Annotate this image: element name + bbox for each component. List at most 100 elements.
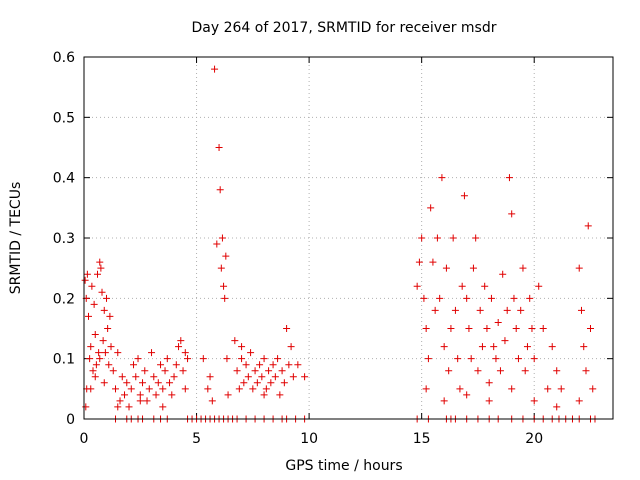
- data-point: [136, 397, 144, 405]
- data-point: [512, 325, 520, 332]
- data-point: [235, 385, 243, 393]
- data-point: [168, 391, 176, 399]
- data-point: [154, 379, 162, 387]
- data-point: [114, 403, 122, 411]
- data-point: [523, 343, 531, 351]
- data-point: [580, 343, 588, 351]
- data-point: [582, 367, 590, 375]
- data-point: [285, 361, 293, 369]
- data-point: [208, 397, 216, 405]
- data-point: [163, 355, 171, 363]
- data-point: [526, 294, 534, 302]
- data-point: [530, 355, 538, 363]
- data-point: [289, 373, 297, 381]
- data-point: [508, 385, 516, 393]
- data-point: [121, 391, 129, 399]
- data-point: [483, 325, 491, 332]
- x-tick-label: 10: [300, 431, 318, 447]
- x-tick-label: 20: [525, 431, 543, 447]
- data-point: [123, 379, 131, 387]
- data-point: [415, 258, 423, 266]
- data-point: [211, 65, 219, 73]
- data-point: [118, 373, 126, 381]
- data-point: [271, 373, 279, 381]
- data-point: [81, 276, 89, 284]
- data-point: [440, 343, 448, 351]
- data-point: [213, 240, 221, 248]
- data-point: [127, 385, 135, 393]
- data-point: [224, 391, 232, 399]
- data-point: [260, 391, 268, 399]
- data-point: [249, 385, 257, 393]
- plot-frame: [83, 56, 614, 420]
- data-point: [90, 300, 98, 308]
- data-point: [521, 367, 529, 375]
- data-point: [105, 361, 113, 369]
- data-point: [458, 282, 466, 290]
- data-point: [101, 349, 109, 357]
- chart-title: Day 264 of 2017, SRMTID for receiver msd…: [192, 20, 497, 36]
- data-point: [103, 294, 111, 302]
- data-point: [487, 294, 495, 302]
- data-point: [244, 373, 252, 381]
- data-point: [238, 343, 246, 351]
- data-point: [420, 294, 428, 302]
- data-point: [465, 325, 473, 332]
- data-point: [472, 234, 480, 242]
- data-point: [519, 264, 527, 272]
- data-point: [501, 337, 509, 345]
- data-point: [269, 361, 277, 369]
- data-point: [276, 391, 284, 399]
- data-point: [418, 234, 426, 242]
- data-point: [589, 385, 597, 393]
- data-point: [216, 186, 224, 194]
- data-point: [283, 325, 291, 332]
- data-point: [177, 337, 185, 345]
- gridlines: [84, 57, 613, 419]
- data-point: [92, 361, 100, 369]
- data-point: [96, 258, 104, 266]
- data-point: [100, 306, 108, 314]
- data-point: [539, 325, 547, 332]
- axis-ticks: 0 0.1 0.2 0.3 0.4 0.5 0.6 0 5 10 15 20: [53, 50, 613, 447]
- data-point: [218, 234, 226, 242]
- data-point: [485, 397, 493, 405]
- y-tick-label: 0.1: [53, 352, 75, 368]
- data-point: [422, 325, 430, 332]
- data-point: [233, 367, 241, 375]
- x-tick-label: 15: [413, 431, 431, 447]
- data-point: [260, 355, 268, 363]
- data-point: [436, 294, 444, 302]
- data-point: [287, 343, 295, 351]
- data-point: [143, 397, 151, 405]
- data-point: [503, 306, 511, 314]
- data-point: [86, 355, 94, 363]
- data-point: [97, 264, 105, 272]
- data-point: [445, 367, 453, 375]
- data-point: [206, 373, 214, 381]
- data-point: [557, 385, 565, 393]
- data-point: [181, 385, 189, 393]
- data-point: [159, 403, 167, 411]
- data-point: [490, 343, 498, 351]
- data-point: [172, 361, 180, 369]
- data-points: [81, 65, 599, 423]
- data-point: [494, 318, 502, 326]
- y-axis-label: SRMTID / TECUs: [8, 182, 24, 295]
- data-point: [125, 403, 133, 411]
- data-point: [431, 306, 439, 314]
- data-point: [440, 397, 448, 405]
- data-point: [496, 367, 504, 375]
- data-point: [116, 397, 124, 405]
- data-point: [481, 282, 489, 290]
- data-point: [82, 403, 90, 411]
- data-point: [85, 312, 93, 320]
- data-point: [107, 343, 115, 351]
- data-point: [424, 355, 432, 363]
- data-point: [253, 379, 261, 387]
- y-tick-label: 0: [66, 412, 75, 428]
- data-point: [517, 306, 525, 314]
- data-point: [510, 294, 518, 302]
- data-point: [247, 349, 255, 357]
